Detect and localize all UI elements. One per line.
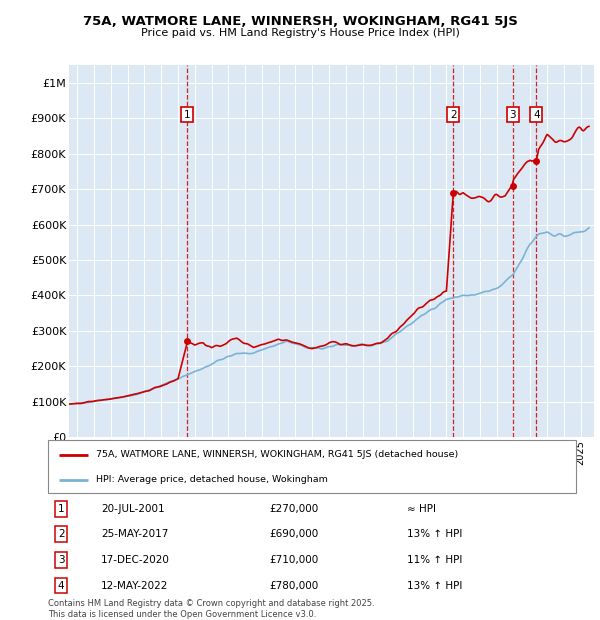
Text: 4: 4: [533, 110, 539, 120]
Text: Price paid vs. HM Land Registry's House Price Index (HPI): Price paid vs. HM Land Registry's House …: [140, 28, 460, 38]
Text: 13% ↑ HPI: 13% ↑ HPI: [407, 529, 463, 539]
Text: 2: 2: [58, 529, 65, 539]
Text: 25-MAY-2017: 25-MAY-2017: [101, 529, 168, 539]
Text: 1: 1: [58, 504, 65, 514]
Text: 20-JUL-2001: 20-JUL-2001: [101, 504, 164, 514]
Text: 1: 1: [184, 110, 191, 120]
Text: 75A, WATMORE LANE, WINNERSH, WOKINGHAM, RG41 5JS (detached house): 75A, WATMORE LANE, WINNERSH, WOKINGHAM, …: [95, 451, 458, 459]
Text: £690,000: £690,000: [270, 529, 319, 539]
Text: 17-DEC-2020: 17-DEC-2020: [101, 555, 170, 565]
Text: 13% ↑ HPI: 13% ↑ HPI: [407, 580, 463, 590]
Text: £710,000: £710,000: [270, 555, 319, 565]
Text: 4: 4: [58, 580, 65, 590]
Text: £780,000: £780,000: [270, 580, 319, 590]
Text: 2: 2: [450, 110, 457, 120]
Text: 11% ↑ HPI: 11% ↑ HPI: [407, 555, 463, 565]
Text: HPI: Average price, detached house, Wokingham: HPI: Average price, detached house, Woki…: [95, 475, 328, 484]
Text: 3: 3: [58, 555, 65, 565]
Text: Contains HM Land Registry data © Crown copyright and database right 2025.
This d: Contains HM Land Registry data © Crown c…: [48, 600, 374, 619]
Text: 3: 3: [509, 110, 516, 120]
Text: 75A, WATMORE LANE, WINNERSH, WOKINGHAM, RG41 5JS: 75A, WATMORE LANE, WINNERSH, WOKINGHAM, …: [83, 16, 517, 29]
Text: 12-MAY-2022: 12-MAY-2022: [101, 580, 168, 590]
Text: £270,000: £270,000: [270, 504, 319, 514]
Text: ≈ HPI: ≈ HPI: [407, 504, 436, 514]
